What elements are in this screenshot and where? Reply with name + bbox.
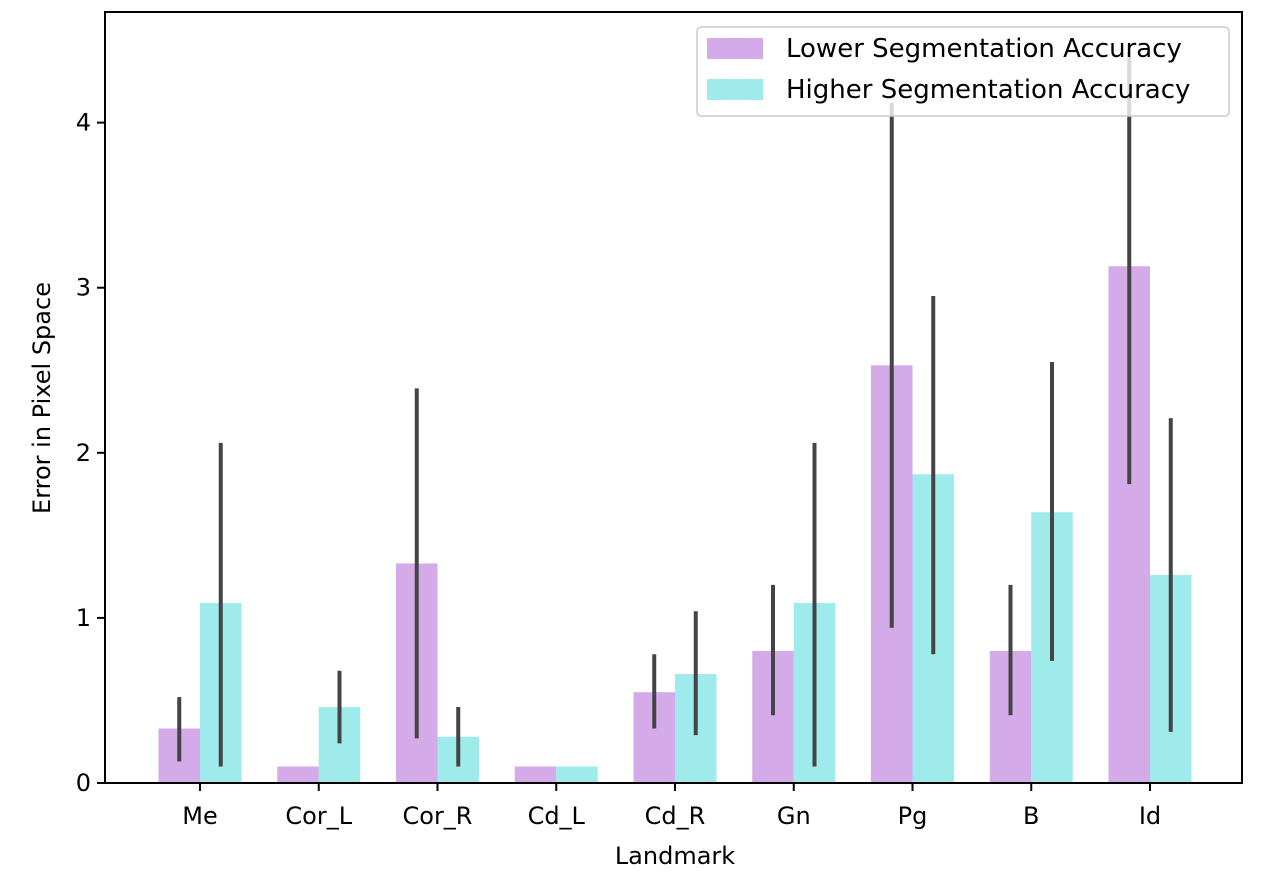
x-tick-label-gn: Gn: [777, 802, 811, 830]
legend-swatch-lower: [707, 38, 763, 59]
y-tick-label: 2: [76, 439, 91, 467]
y-axis: 0 1 2 3 4: [76, 109, 105, 797]
legend-box: [696, 26, 1230, 117]
bar-lower-cor_l: [277, 766, 319, 783]
legend: Lower Segmentation Accuracy Higher Segme…: [696, 26, 1230, 117]
y-tick-label: 0: [76, 769, 91, 797]
legend-label-higher: Higher Segmentation Accuracy: [786, 75, 1190, 105]
x-axis: Me Cor_L Cor_R Cd_L Cd_R Gn Pg B Id: [182, 783, 1161, 830]
plot-area-frame: [104, 11, 1243, 784]
legend-swatch-higher: [707, 79, 763, 100]
x-tick-label-cd_l: Cd_L: [528, 802, 586, 830]
bars-layer: [158, 266, 1192, 783]
legend-label-lower: Lower Segmentation Accuracy: [786, 34, 1182, 64]
x-tick-label-pg: Pg: [898, 802, 928, 830]
y-tick-label: 4: [76, 109, 91, 137]
x-tick-label-id: Id: [1139, 802, 1161, 830]
y-axis-label: Error in Pixel Space: [28, 282, 56, 514]
x-tick-label-me: Me: [182, 802, 217, 830]
x-tick-label-cor_r: Cor_R: [403, 802, 473, 830]
bar-lower-cd_l: [514, 766, 557, 783]
y-tick-label: 1: [76, 604, 91, 632]
x-tick-label-b: B: [1023, 802, 1039, 830]
bar-higher-cd_l: [556, 766, 598, 783]
errorbars-layer: [177, 51, 1173, 767]
x-axis-label: Landmark: [615, 842, 735, 870]
y-tick-label: 3: [76, 274, 91, 302]
x-tick-label-cd_r: Cd_R: [645, 802, 706, 830]
x-tick-label-cor_l: Cor_L: [285, 802, 352, 830]
